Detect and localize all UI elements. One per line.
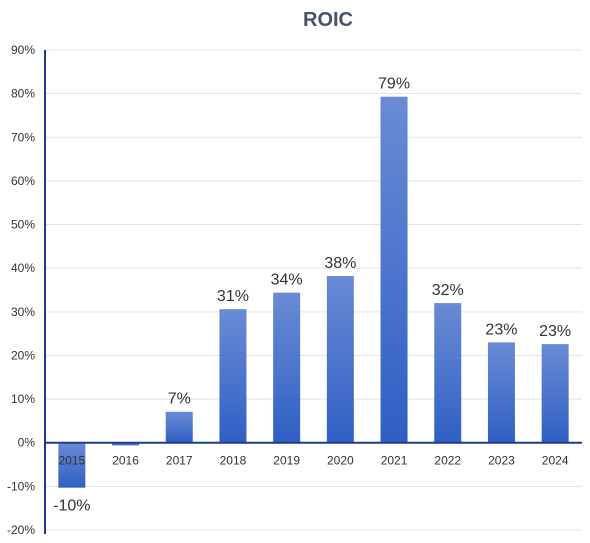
data-label: 79% — [378, 76, 410, 93]
bar-2023 — [487, 342, 515, 443]
x-tick-label: 2022 — [434, 454, 461, 468]
y-tick-label: 40% — [11, 261, 35, 275]
bar-2019 — [273, 292, 301, 443]
axes — [44, 50, 582, 534]
chart-title: ROIC — [303, 9, 353, 31]
x-axis-tick-labels: 2015 2016 2017 2018 2019 2020 2021 2022 2023 2024 — [58, 454, 568, 468]
x-tick-label: 2023 — [488, 454, 515, 468]
bar-2022 — [434, 303, 462, 443]
data-label: 38% — [324, 255, 356, 272]
y-tick-label: 50% — [11, 218, 35, 232]
x-tick-label: 2018 — [220, 454, 247, 468]
y-axis-tick-labels: -20% -10% 0% 10% 20% 30% 40% 50% 60% 70% 80% 90% — [7, 43, 35, 537]
y-tick-label: 60% — [11, 174, 35, 188]
y-tick-label: 10% — [11, 392, 35, 406]
data-label: 34% — [271, 272, 303, 289]
x-tick-label: 2020 — [327, 454, 354, 468]
x-tick-label: 2024 — [542, 454, 569, 468]
data-label: 31% — [217, 288, 249, 305]
gridlines — [45, 49, 582, 531]
y-tick-label: 80% — [11, 87, 35, 101]
data-label: -10% — [53, 498, 90, 515]
bar-2024 — [541, 344, 569, 443]
bar-2016 — [112, 442, 140, 446]
bars — [58, 96, 569, 488]
y-tick-label: 20% — [11, 348, 35, 362]
data-labels: -10% 7% 31% 34% 38% 79% 32% 23% 23% — [53, 76, 571, 515]
y-tick-label: -10% — [7, 479, 35, 493]
data-label: 23% — [539, 323, 571, 340]
bar-2017 — [165, 411, 193, 443]
data-label: 7% — [168, 391, 191, 408]
bar-2018 — [219, 309, 247, 443]
x-tick-label: 2016 — [112, 454, 139, 468]
x-tick-label: 2019 — [273, 454, 300, 468]
y-tick-label: 30% — [11, 305, 35, 319]
x-tick-label: 2015 — [58, 454, 85, 468]
y-tick-label: 90% — [11, 43, 35, 57]
x-tick-label: 2021 — [381, 454, 408, 468]
bar-2020 — [326, 276, 354, 443]
y-tick-label: 0% — [18, 436, 36, 450]
data-label: 32% — [432, 282, 464, 299]
bar-2015 — [58, 442, 86, 488]
x-tick-label: 2017 — [166, 454, 193, 468]
y-tick-label: 70% — [11, 130, 35, 144]
data-label: 23% — [485, 321, 517, 338]
y-tick-label: -20% — [7, 523, 35, 537]
bar-2021 — [380, 96, 408, 443]
